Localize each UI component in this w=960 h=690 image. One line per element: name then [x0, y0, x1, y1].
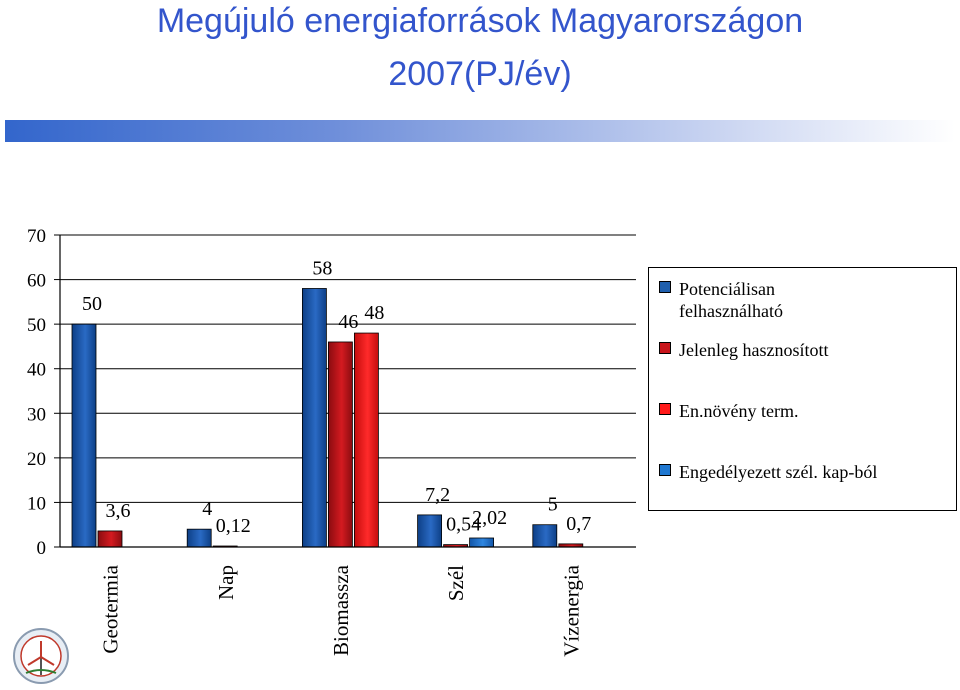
legend-swatch-current	[659, 342, 671, 354]
legend-label-potential-line1: Potenciálisan	[679, 279, 775, 299]
chart-title-line1: Megújuló energiaforrások Magyarországon	[156, 2, 804, 40]
data-label: 7,2	[425, 484, 450, 506]
data-label: 5	[548, 494, 558, 516]
x-category-label: Biomassza	[329, 564, 353, 656]
data-label: 58	[312, 257, 332, 279]
chart-legend: Potenciálisan felhasználható Jelenleg ha…	[648, 267, 957, 511]
legend-label-wind-permitted: Engedélyezett szél. kap-ból	[679, 462, 878, 482]
y-tick-label: 20	[27, 449, 46, 470]
y-tick-label: 70	[27, 226, 46, 247]
chart-title-line2: 2007(PJ/év)	[388, 55, 572, 93]
data-label: 0,54	[446, 514, 481, 536]
data-label: 4	[202, 498, 212, 520]
bar-potential	[532, 524, 558, 548]
y-tick-label: 0	[37, 538, 47, 559]
bar-wind-permitted	[469, 537, 495, 548]
legend-swatch-potential	[659, 281, 671, 293]
title-gradient-bar	[5, 120, 955, 142]
bar-current	[327, 341, 353, 548]
data-label: 48	[364, 302, 384, 324]
bar-current	[97, 530, 123, 548]
x-category-label: Szél	[444, 565, 468, 601]
data-label: 50	[82, 293, 102, 315]
y-tick-label: 30	[27, 404, 46, 425]
y-tick-label: 40	[27, 360, 46, 381]
data-label: 46	[338, 311, 358, 333]
y-tick-label: 10	[27, 493, 46, 514]
data-label: 2,02	[472, 507, 507, 529]
bar-potential	[301, 288, 327, 548]
x-category-label: Geotermia	[99, 564, 123, 653]
bar-potential	[417, 514, 443, 548]
data-label: 0,12	[216, 515, 251, 537]
y-tick-label: 60	[27, 271, 46, 292]
bar-potential	[186, 528, 212, 548]
legend-swatch-wind-permitted	[659, 464, 671, 476]
legend-label-current: Jelenleg hasznosított	[679, 340, 829, 360]
y-tick-label: 50	[27, 315, 46, 336]
legend-swatch-energy-crop	[659, 403, 671, 415]
bar-energy-crop	[353, 332, 379, 548]
x-category-label: Vízenergia	[559, 564, 583, 656]
data-label: 0,7	[566, 513, 591, 535]
legend-label-potential-line2: felhasználható	[679, 301, 783, 321]
bar-potential	[71, 323, 97, 548]
seal-logo	[13, 628, 69, 684]
x-category-label: Nap	[214, 565, 238, 600]
data-label: 3,6	[106, 500, 131, 522]
legend-label-energy-crop: En.növény term.	[679, 401, 799, 421]
